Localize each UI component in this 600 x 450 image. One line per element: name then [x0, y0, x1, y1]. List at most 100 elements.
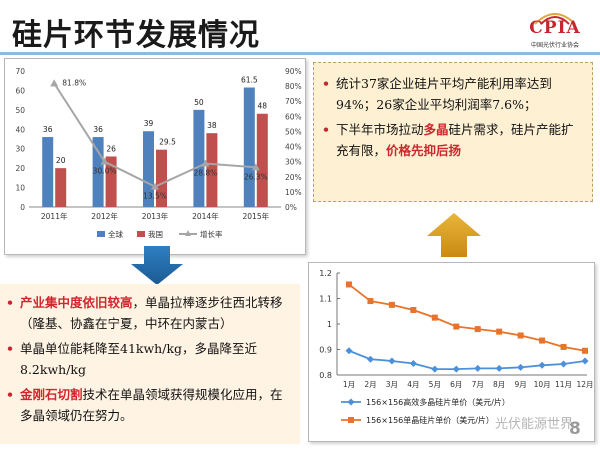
y-tick-label: 0.9 — [319, 346, 332, 355]
price-point-marker — [517, 332, 524, 339]
legend-label: 156×156高效多晶硅片单价（美元/片） — [366, 397, 510, 407]
y-tick-label: 70 — [15, 67, 25, 76]
y-tick-label: 0.8 — [319, 371, 332, 380]
y2-tick-label: 10% — [285, 188, 302, 197]
y2-tick-label: 70% — [285, 97, 302, 106]
bar-label-global: 61.5 — [241, 76, 258, 85]
bar-china — [206, 133, 218, 207]
bar-label-global: 36 — [93, 125, 103, 134]
legend-label-global: 全球 — [108, 229, 123, 239]
y-tick-label: 1.2 — [319, 269, 332, 278]
bullet-text: 技术在单晶领域获得规模化应用，在多晶领域仍在努力。 — [20, 387, 283, 423]
growth-point-marker — [251, 163, 260, 171]
price-point-marker — [582, 347, 588, 354]
bar-global — [143, 131, 154, 207]
growth-label: 81.8% — [62, 78, 86, 87]
growth-label: 26.3% — [244, 172, 268, 181]
x-tick-label: 7月 — [472, 380, 484, 389]
bullet-dot-icon: • — [322, 122, 330, 137]
y-tick-label: 10 — [15, 184, 25, 193]
left-bullet: • 产业集中度依旧较高，单晶拉棒逐步往西北转移（隆基、协鑫在宁夏，中环在内蒙古） — [6, 292, 294, 334]
y2-tick-label: 0% — [285, 203, 297, 212]
price-point-marker — [539, 337, 546, 344]
x-tick-label: 10月 — [534, 380, 551, 389]
down-arrow-icon — [131, 246, 183, 285]
growth-label: 30.0% — [93, 167, 117, 176]
y2-tick-label: 60% — [285, 112, 302, 121]
price-point-marker — [496, 328, 503, 335]
x-tick-label: 9月 — [514, 380, 526, 389]
bullet-text: 硅片需求，硅片产能扩充有限， — [336, 122, 574, 158]
price-point-marker — [517, 363, 525, 371]
x-tick-label: 2013年 — [142, 211, 169, 221]
y2-tick-label: 30% — [285, 158, 302, 167]
y2-tick-label: 40% — [285, 143, 302, 152]
y2-tick-label: 20% — [285, 173, 302, 182]
price-point-marker — [366, 355, 374, 363]
bar-china — [105, 156, 117, 207]
bar-label-china: 48 — [258, 102, 268, 111]
bar-global — [243, 87, 255, 207]
left-bullet: • 金刚石切割技术在单晶领域获得规模化应用，在多晶领域仍在努力。 — [6, 384, 294, 426]
legend-swatch-global — [97, 231, 105, 237]
bullet-text: ，单晶拉棒逐步往西北转移（隆基、协鑫在宁夏，中环在内蒙古） — [20, 295, 283, 331]
price-point-marker — [581, 357, 589, 365]
mono-price-line — [348, 283, 586, 352]
bar-label-china: 26 — [106, 144, 116, 153]
title-underline — [0, 52, 600, 55]
price-point-marker — [560, 343, 567, 350]
bar-china — [256, 113, 268, 207]
price-point-marker — [474, 364, 482, 372]
y-tick-label: 60 — [15, 86, 25, 95]
price-point-marker — [388, 301, 395, 308]
x-tick-label: 1月 — [343, 380, 355, 389]
up-arrow-icon — [427, 213, 481, 257]
bullet-text: 统计37家企业硅片平均产能利用率达到94%；26家企业平均利润率7.6%； — [336, 76, 552, 112]
bullet-dot-icon: • — [6, 341, 14, 356]
bullet-text: 下半年市场拉动 — [336, 122, 424, 137]
bar-global — [92, 137, 104, 207]
legend-label-china: 我国 — [148, 229, 163, 239]
multi-price-line — [348, 349, 586, 371]
price-point-marker — [538, 361, 546, 369]
x-tick-label: 2012年 — [91, 211, 118, 221]
legend-label: 156×156单晶硅片单价（美元/片） — [366, 415, 494, 425]
x-tick-label: 2015年 — [243, 211, 270, 221]
price-point-marker — [367, 298, 374, 305]
bullet-dot-icon: • — [6, 295, 14, 310]
growth-point-marker — [100, 157, 109, 165]
right-bullet: • 统计37家企业硅片平均产能利用率达到94%；26家企业平均利润率7.6%； — [322, 73, 584, 115]
y-tick-label: 0 — [20, 203, 25, 212]
price-point-marker — [474, 326, 481, 333]
price-point-marker — [346, 281, 352, 288]
bar-label-china: 20 — [56, 156, 66, 165]
watermark: 光伏能源世界 — [495, 417, 574, 432]
price-point-marker — [452, 365, 460, 373]
x-tick-label: 2014年 — [192, 211, 219, 221]
bullet-dot-icon: • — [6, 387, 14, 402]
price-point-marker — [410, 306, 417, 313]
price-point-marker — [453, 323, 460, 330]
price-point-marker — [409, 360, 417, 368]
y-tick-label: 1.1 — [319, 295, 332, 304]
y-tick-label: 40 — [15, 125, 25, 134]
legend-marker — [348, 417, 354, 423]
x-tick-label: 4月 — [407, 380, 419, 389]
logo-text: CPIA — [529, 18, 581, 38]
bar-label-china: 38 — [207, 121, 217, 130]
x-tick-label: 2月 — [364, 380, 376, 389]
price-point-marker — [431, 314, 438, 321]
x-tick-label: 3月 — [386, 380, 398, 389]
y-tick-label: 20 — [15, 164, 25, 173]
growth-point-marker — [201, 159, 210, 167]
legend-swatch-china — [137, 231, 145, 237]
capacity-chart: 0 10 20 30 40 50 60 70 0% 10% 20% 30% 40% 50% 60% 70% 80… — [15, 67, 302, 239]
summary-box-right: • 统计37家企业硅片平均产能利用率达到94%；26家企业平均利润率7.6%； • 下… — [313, 62, 593, 202]
legend-marker — [347, 398, 355, 406]
y2-tick-label: 80% — [285, 82, 302, 91]
page-number: 8 — [569, 419, 581, 439]
y2-tick-label: 50% — [285, 127, 302, 136]
bar-china — [156, 149, 167, 207]
x-tick-label: 8月 — [493, 380, 505, 389]
bullet-text: 单晶单位能耗降至41kwh/kg，多晶降至近8.2kwh/kg — [20, 341, 258, 377]
